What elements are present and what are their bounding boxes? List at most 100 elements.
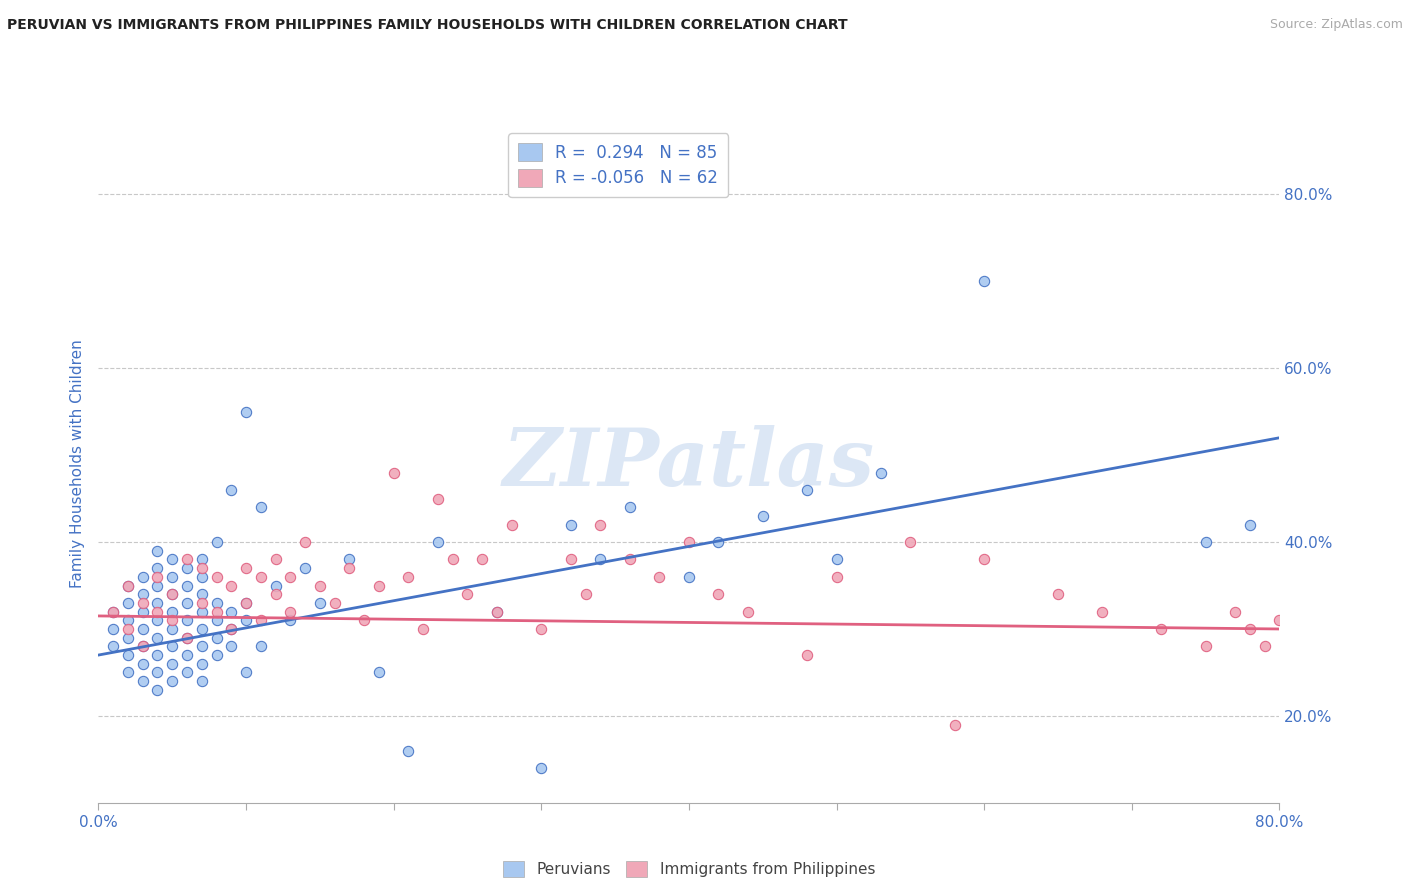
Point (560, 552, 582, 566)
Point (412, 622, 434, 636)
Point (117, 665, 139, 680)
Point (162, 587, 183, 601)
Point (574, 587, 596, 601)
Point (678, 570, 700, 584)
Point (146, 605, 169, 619)
Point (205, 648, 228, 662)
Point (973, 552, 995, 566)
Point (162, 552, 183, 566)
Point (162, 657, 183, 671)
Point (219, 622, 242, 636)
Text: Source: ZipAtlas.com: Source: ZipAtlas.com (1270, 18, 1403, 31)
Point (162, 570, 183, 584)
Point (205, 596, 228, 610)
Point (382, 466, 405, 480)
Point (589, 517, 612, 532)
Point (278, 570, 302, 584)
Point (117, 613, 139, 627)
Point (368, 665, 391, 680)
Point (176, 665, 198, 680)
Point (1239, 622, 1261, 636)
Point (278, 613, 302, 627)
Point (1223, 605, 1246, 619)
Point (132, 674, 155, 689)
Point (751, 508, 773, 523)
Point (1195, 640, 1218, 654)
Point (176, 613, 198, 627)
Point (176, 578, 198, 592)
Point (235, 561, 257, 575)
Point (1150, 622, 1173, 636)
Point (162, 622, 183, 636)
Point (396, 570, 419, 584)
Point (825, 570, 848, 584)
Point (235, 613, 257, 627)
Point (456, 587, 478, 601)
Point (368, 578, 391, 592)
Point (294, 535, 316, 549)
Point (264, 587, 287, 601)
Point (309, 596, 332, 610)
Point (191, 640, 214, 654)
Point (103, 605, 125, 619)
Point (235, 405, 257, 419)
Point (943, 717, 966, 731)
Point (396, 744, 419, 758)
Point (427, 535, 450, 549)
Point (619, 552, 641, 566)
Point (1254, 640, 1277, 654)
Point (103, 640, 125, 654)
Point (589, 552, 612, 566)
Point (191, 561, 214, 575)
Point (309, 578, 332, 592)
Point (219, 605, 242, 619)
Point (191, 605, 214, 619)
Point (1268, 613, 1291, 627)
Point (162, 674, 183, 689)
Point (191, 657, 214, 671)
Point (1195, 535, 1218, 549)
Point (219, 578, 242, 592)
Text: ZIPatlas: ZIPatlas (503, 425, 875, 502)
Point (117, 648, 139, 662)
Point (648, 570, 671, 584)
Point (132, 657, 155, 671)
Point (219, 622, 242, 636)
Point (560, 517, 582, 532)
Point (337, 552, 360, 566)
Point (132, 587, 155, 601)
Point (191, 596, 214, 610)
Point (486, 605, 509, 619)
Point (205, 605, 228, 619)
Point (191, 587, 214, 601)
Point (619, 500, 641, 515)
Point (117, 578, 139, 592)
Point (1046, 587, 1069, 601)
Point (132, 622, 155, 636)
Point (235, 596, 257, 610)
Point (737, 605, 759, 619)
Point (427, 491, 450, 506)
Point (1091, 605, 1114, 619)
Point (205, 613, 228, 627)
Point (486, 605, 509, 619)
Point (235, 596, 257, 610)
Point (162, 587, 183, 601)
Point (103, 605, 125, 619)
Point (205, 631, 228, 645)
Point (146, 543, 169, 558)
Point (1239, 517, 1261, 532)
Point (146, 682, 169, 697)
Point (205, 570, 228, 584)
Point (176, 552, 198, 566)
Point (250, 500, 273, 515)
Point (250, 613, 273, 627)
Point (900, 535, 922, 549)
Point (707, 535, 730, 549)
Point (146, 561, 169, 575)
Point (530, 622, 553, 636)
Point (191, 674, 214, 689)
Point (264, 578, 287, 592)
Point (707, 587, 730, 601)
Point (973, 274, 995, 288)
